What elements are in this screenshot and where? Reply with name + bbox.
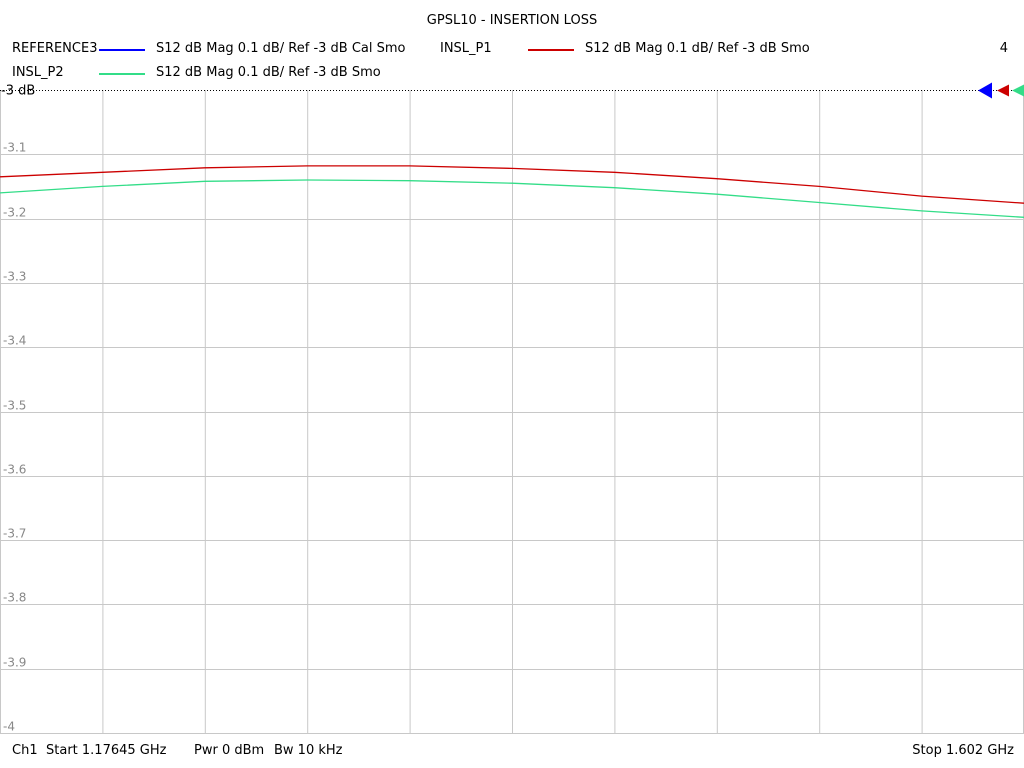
y-tick-label: -4: [3, 720, 15, 734]
stop-frequency: Stop 1.602 GHz: [912, 743, 1014, 758]
legend-swatch-reference3: [99, 49, 145, 51]
legend-desc-reference3: S12 dB Mag 0.1 dB/ Ref -3 dB Cal Smo: [156, 41, 406, 56]
y-tick-label: -3.3: [3, 270, 26, 284]
y-tick-label: -3.7: [3, 527, 26, 541]
reference-label: -3 dB: [1, 84, 35, 99]
ref-marker-reference3: [978, 82, 992, 99]
ref-marker-insl-p1: [997, 84, 1009, 97]
power-label: Pwr 0 dBm: [194, 743, 265, 758]
y-tick-label: -3.5: [3, 399, 26, 413]
y-tick-label: -3.4: [3, 334, 26, 348]
bandwidth-label: Bw 10 kHz: [274, 743, 343, 758]
trace-insl-p2: [0, 179, 1024, 218]
y-tick-label: -3.8: [3, 591, 26, 605]
legend-swatch-insl-p1: [528, 49, 574, 51]
ref-marker-insl-p2: [1012, 84, 1024, 97]
y-tick-label: -3.2: [3, 206, 26, 220]
trace-insl-p1: [0, 165, 1024, 204]
legend-swatch-insl-p2: [99, 73, 145, 75]
channel-label: Ch1: [12, 743, 38, 758]
y-tick-label: -3.9: [3, 656, 26, 670]
legend-name-insl-p1: INSL_P1: [440, 41, 492, 56]
legend-desc-insl-p2: S12 dB Mag 0.1 dB/ Ref -3 dB Smo: [156, 65, 381, 80]
legend-name-insl-p2: INSL_P2: [12, 65, 64, 80]
y-tick-label: -3.6: [3, 463, 26, 477]
start-frequency: Start 1.17645 GHz: [46, 743, 167, 758]
y-tick-label: -3.1: [3, 141, 26, 155]
legend-desc-insl-p1: S12 dB Mag 0.1 dB/ Ref -3 dB Smo: [585, 41, 810, 56]
chart-title: GPSL10 - INSERTION LOSS: [426, 13, 598, 28]
trace-count: 4: [999, 41, 1008, 56]
legend-name-reference3: REFERENCE3: [12, 41, 98, 56]
